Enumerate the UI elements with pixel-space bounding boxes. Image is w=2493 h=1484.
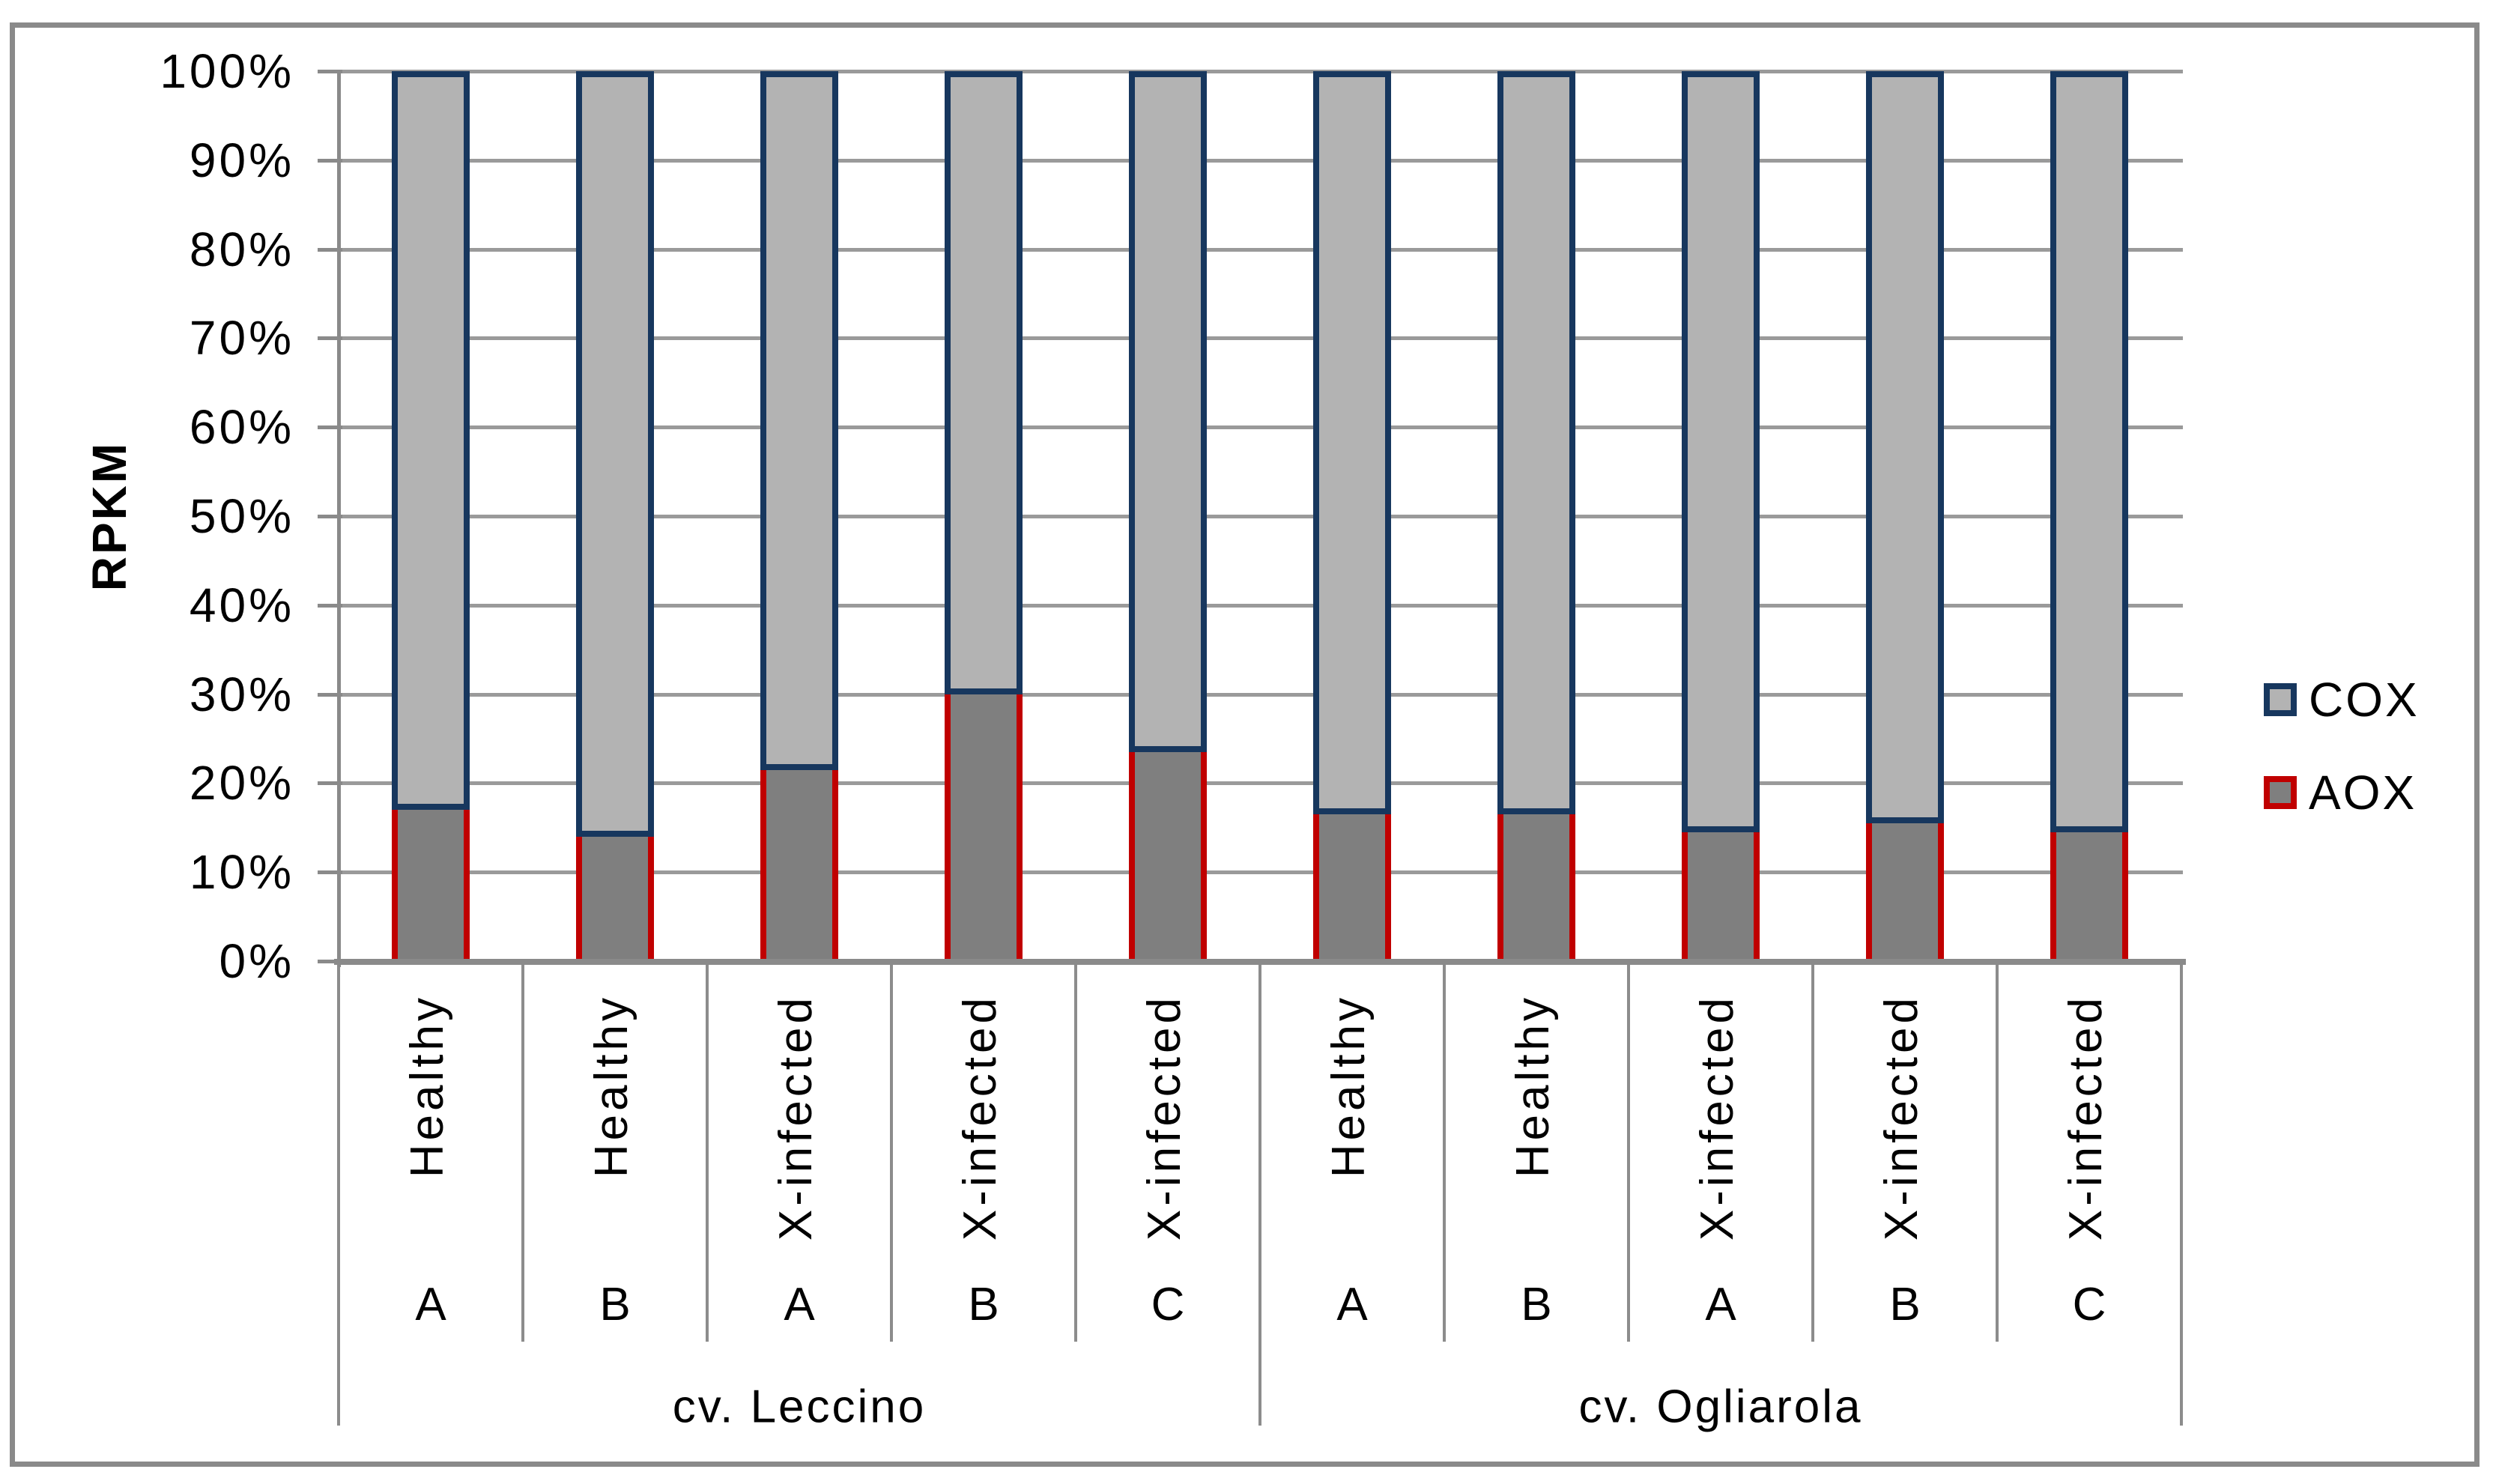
x-replicate-label: B (1889, 1279, 1921, 1330)
cox-bar-segment (1129, 71, 1207, 752)
y-axis-tick (318, 70, 342, 73)
x-replicate-label: A (1705, 1279, 1736, 1330)
y-axis-tick (318, 425, 342, 429)
category-separator (1627, 964, 1630, 1342)
aox-bar-segment (1682, 832, 1760, 961)
legend-label-aox: AOX (2309, 766, 2417, 820)
aox-bar-segment (945, 694, 1023, 961)
chart-frame (10, 22, 2480, 1467)
gridline (339, 70, 2183, 73)
y-tick-label: 70% (189, 311, 294, 365)
x-category-condition-label: Healthy (586, 994, 637, 1178)
aox-bar-segment (1129, 752, 1207, 961)
gridline (339, 515, 2183, 518)
category-separator (706, 964, 709, 1342)
x-group-label: cv. Ogliarola (1578, 1381, 1863, 1433)
gridline (339, 693, 2183, 697)
aox-bar-segment (2050, 832, 2128, 961)
cox-bar-segment (1866, 71, 1944, 823)
x-axis-line (334, 959, 2186, 965)
x-replicate-label: A (784, 1279, 815, 1330)
cox-bar-segment (392, 71, 470, 810)
gridline (339, 781, 2183, 785)
gridline (339, 248, 2183, 252)
y-axis-tick (318, 604, 342, 608)
aox-bar-segment (1497, 814, 1575, 961)
aox-bar-segment (392, 810, 470, 961)
category-separator (1996, 964, 1999, 1342)
x-category-condition-label: Healthy (402, 994, 453, 1178)
category-separator (890, 964, 893, 1342)
y-axis-tick (318, 960, 342, 963)
category-separator (1811, 964, 1814, 1342)
y-axis-tick (318, 693, 342, 697)
x-category-condition-label: X-infected (954, 994, 1006, 1241)
aox-bar-segment (760, 770, 838, 961)
x-replicate-label: C (1151, 1279, 1185, 1330)
legend-label-cox: COX (2309, 673, 2420, 727)
legend-swatch-cox (2264, 683, 2297, 716)
y-axis-tick (318, 248, 342, 252)
x-category-condition-label: X-infected (1876, 994, 1927, 1241)
x-replicate-label: B (968, 1279, 999, 1330)
gridline (339, 159, 2183, 163)
gridline (339, 604, 2183, 608)
y-tick-label: 90% (189, 133, 294, 187)
x-replicate-label: B (599, 1279, 631, 1330)
category-separator (521, 964, 524, 1342)
y-tick-label: 20% (189, 756, 294, 810)
category-separator (1074, 964, 1077, 1342)
aox-bar-segment (1313, 814, 1391, 961)
x-category-condition-label: X-infected (770, 994, 822, 1241)
group-separator (2180, 964, 2183, 1426)
legend-swatch-aox (2264, 776, 2297, 809)
y-axis-tick (318, 870, 342, 874)
y-tick-label: 50% (189, 489, 294, 543)
y-axis-tick (318, 515, 342, 518)
group-separator (1258, 964, 1261, 1426)
cox-bar-segment (760, 71, 838, 770)
x-group-label: cv. Leccino (672, 1381, 927, 1433)
x-replicate-label: A (415, 1279, 446, 1330)
gridline (339, 425, 2183, 429)
y-tick-label: 100% (160, 44, 294, 98)
y-axis-tick (318, 781, 342, 785)
x-category-condition-label: X-infected (2060, 994, 2112, 1241)
y-tick-label: 40% (189, 578, 294, 632)
x-category-condition-label: X-infected (1139, 994, 1190, 1241)
aox-bar-segment (576, 837, 654, 961)
cox-bar-segment (1313, 71, 1391, 814)
x-category-condition-label: Healthy (1507, 994, 1559, 1178)
y-tick-label: 30% (189, 667, 294, 721)
cox-bar-segment (1682, 71, 1760, 832)
y-axis-tick (318, 336, 342, 340)
x-category-condition-label: X-infected (1691, 994, 1743, 1241)
category-separator (1443, 964, 1446, 1342)
x-replicate-label: A (1336, 1279, 1368, 1330)
cox-bar-segment (945, 71, 1023, 694)
x-category-condition-label: Healthy (1323, 994, 1375, 1178)
group-separator (337, 964, 340, 1426)
gridline (339, 870, 2183, 874)
y-tick-label: 10% (189, 845, 294, 899)
y-axis-line (337, 71, 341, 967)
aox-bar-segment (1866, 823, 1944, 961)
y-tick-label: 80% (189, 222, 294, 276)
cox-bar-segment (2050, 71, 2128, 832)
x-replicate-label: B (1521, 1279, 1552, 1330)
y-axis-tick (318, 159, 342, 163)
y-tick-label: 60% (189, 400, 294, 454)
cox-bar-segment (1497, 71, 1575, 814)
gridline (339, 336, 2183, 340)
x-replicate-label: C (2072, 1279, 2106, 1330)
y-tick-label: 0% (219, 934, 294, 988)
cox-bar-segment (576, 71, 654, 837)
